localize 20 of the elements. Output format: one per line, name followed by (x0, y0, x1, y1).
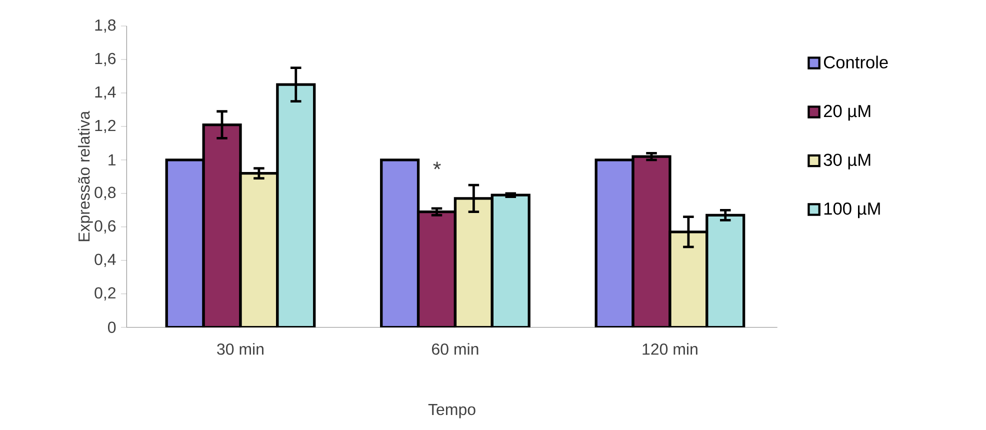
annotation: * (433, 162, 441, 170)
legend-label: Controle (824, 56, 888, 68)
y-tick-label: 0 (108, 322, 116, 333)
y-tick-label: 1 (108, 154, 116, 166)
legend-label: 30 µM (824, 154, 870, 170)
legend-label: 100 µM (824, 202, 880, 218)
x-tick-label: 30 min (217, 343, 264, 355)
legend-label: 20 µM (824, 104, 870, 121)
x-axis-title: Tempo (428, 404, 476, 418)
y-tick-label: 0,8 (94, 186, 116, 200)
y-axis-title: Expressão relativa (78, 110, 93, 242)
x-tick-label: 60 min (432, 343, 478, 355)
y-tick-label: 0,2 (94, 287, 116, 300)
y-tick-label: 1,6 (95, 52, 116, 66)
y-tick-label: 0,6 (94, 220, 116, 234)
y-tick-label: 0,4 (94, 254, 116, 267)
y-tick-label: 1,8 (95, 19, 116, 33)
y-tick-label: 1,4 (95, 86, 116, 100)
x-tick-label: 120 min (642, 343, 698, 355)
y-tick-label: 1,2 (95, 120, 116, 134)
